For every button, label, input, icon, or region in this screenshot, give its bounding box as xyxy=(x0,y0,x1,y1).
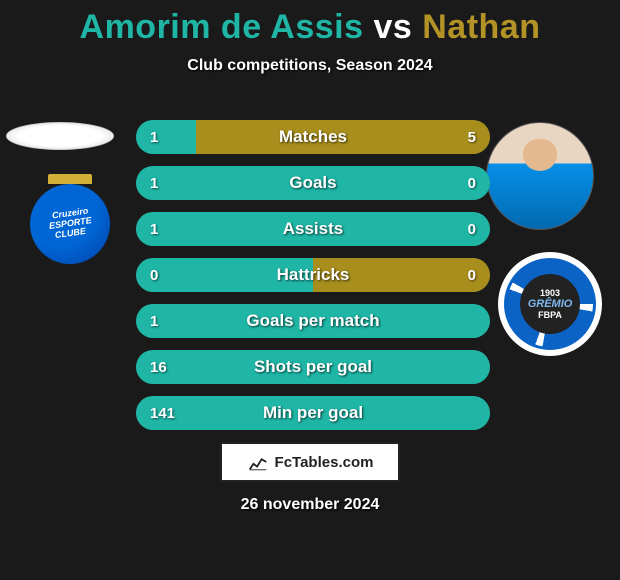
club-badge-gremio: 1903 GRÊMIO FBPA xyxy=(498,252,602,356)
badge-year: 1903 xyxy=(540,288,560,298)
player2-avatar xyxy=(486,122,594,230)
badge-circle: Cruzeiro ESPORTE CLUBE xyxy=(30,184,110,264)
chart-icon xyxy=(247,451,269,473)
stat-label: Goals per match xyxy=(136,311,490,331)
stat-row: 10Assists xyxy=(136,212,490,246)
badge-sub: FBPA xyxy=(538,310,562,320)
date-text: 26 november 2024 xyxy=(0,496,620,514)
stat-row: 10Goals xyxy=(136,166,490,200)
stat-label: Goals xyxy=(136,173,490,193)
badge-name: GRÊMIO xyxy=(528,298,573,310)
vs-text: vs xyxy=(373,8,412,46)
player2-name: Nathan xyxy=(422,8,540,46)
footer: FcTables.com 26 november 2024 xyxy=(0,442,620,514)
stat-label: Assists xyxy=(136,219,490,239)
watermark: FcTables.com xyxy=(220,442,400,482)
stat-row: 1Goals per match xyxy=(136,304,490,338)
subtitle: Club competitions, Season 2024 xyxy=(0,57,620,75)
stat-label: Shots per goal xyxy=(136,357,490,377)
stat-row: 16Shots per goal xyxy=(136,350,490,384)
page-title: Amorim de Assis vs Nathan xyxy=(0,0,620,47)
club-badge-cruzeiro: Cruzeiro ESPORTE CLUBE xyxy=(20,178,120,264)
player1-name: Amorim de Assis xyxy=(80,8,364,46)
player1-avatar-placeholder xyxy=(6,122,114,150)
stat-row: 141Min per goal xyxy=(136,396,490,430)
stat-row: 15Matches xyxy=(136,120,490,154)
stat-label: Hattricks xyxy=(136,265,490,285)
stat-label: Matches xyxy=(136,127,490,147)
comparison-stats: 15Matches 10Goals 10Assists 00Hattricks 1Goa… xyxy=(136,120,490,442)
badge-inner: 1903 GRÊMIO FBPA xyxy=(520,274,580,334)
stat-row: 00Hattricks xyxy=(136,258,490,292)
stat-label: Min per goal xyxy=(136,403,490,423)
crown-icon xyxy=(48,174,92,184)
watermark-text: FcTables.com xyxy=(275,454,374,471)
badge-line3: CLUBE xyxy=(54,227,86,241)
